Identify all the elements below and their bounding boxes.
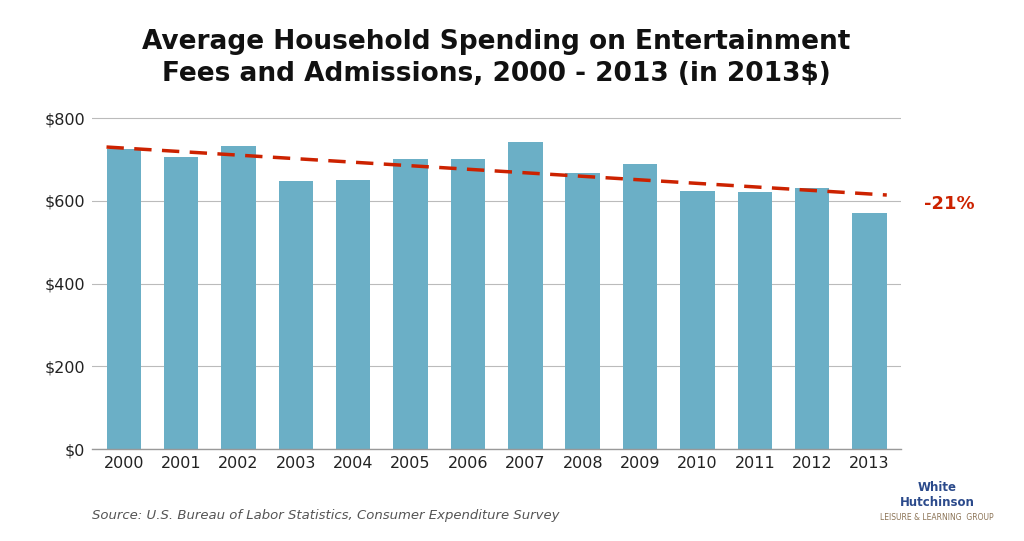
- Bar: [508, 142, 543, 449]
- Text: Source: U.S. Bureau of Labor Statistics, Consumer Expenditure Survey: Source: U.S. Bureau of Labor Statistics,…: [92, 509, 560, 522]
- Bar: [680, 191, 715, 449]
- Text: White
Hutchinson: White Hutchinson: [899, 480, 975, 509]
- Text: LEISURE & LEARNING  GROUP: LEISURE & LEARNING GROUP: [881, 513, 993, 522]
- Bar: [737, 192, 772, 449]
- Bar: [565, 173, 600, 449]
- Bar: [336, 180, 371, 449]
- Title: Average Household Spending on Entertainment
Fees and Admissions, 2000 - 2013 (in: Average Household Spending on Entertainm…: [142, 29, 851, 87]
- Bar: [221, 146, 256, 449]
- Bar: [451, 160, 485, 449]
- Bar: [393, 160, 428, 449]
- Bar: [795, 188, 829, 449]
- Bar: [623, 164, 657, 449]
- Text: -21%: -21%: [924, 195, 975, 213]
- Bar: [279, 181, 313, 449]
- Bar: [106, 149, 141, 449]
- Bar: [164, 157, 199, 449]
- Bar: [852, 213, 887, 449]
